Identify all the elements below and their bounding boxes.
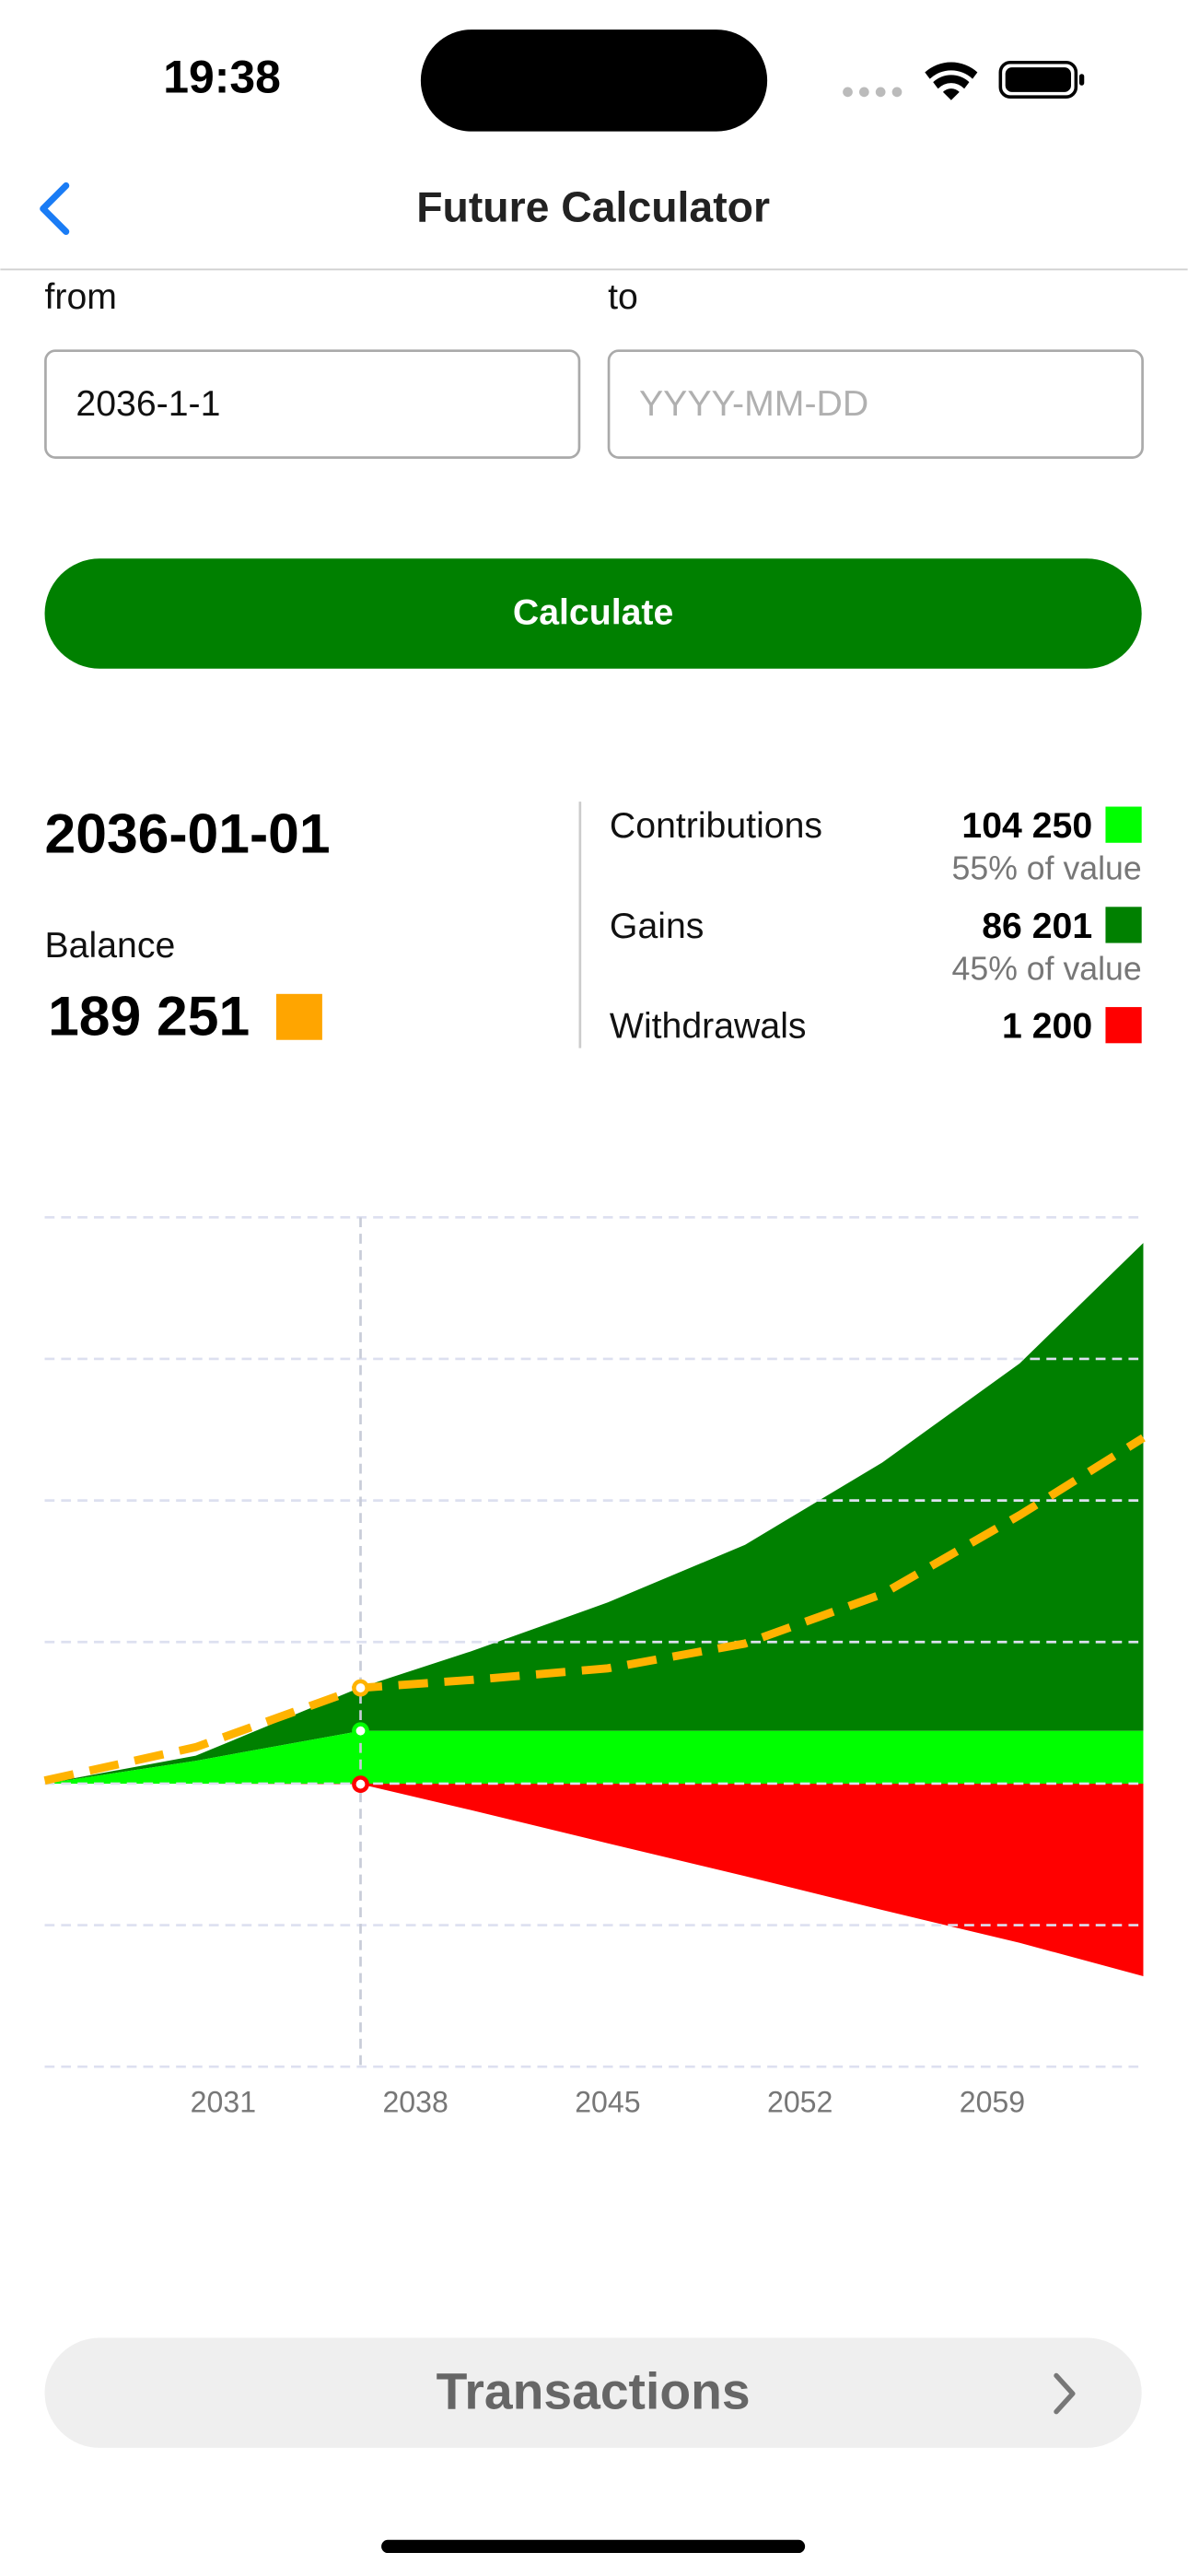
summary-date: 2036-01-01 [45,802,331,864]
withdrawals-value: 1 200 [1002,1006,1092,1047]
gains-swatch [1105,907,1142,943]
x-tick-label: 2031 [191,2086,256,2119]
contributions-note: 55% of value [952,849,1142,886]
gains-label: Gains [610,906,704,946]
contributions-swatch [1105,806,1142,843]
contributions-value: 104 250 [961,805,1092,846]
back-button[interactable] [40,181,70,235]
balance-marker [352,1679,369,1697]
transactions-button-label: Transactions [437,2362,751,2419]
to-input-placeholder: YYYY-MM-DD [639,383,868,424]
to-input[interactable] [607,349,1144,459]
nav-title: Future Calculator [416,182,770,230]
contributions-marker [352,1722,369,1740]
contributions-label: Contributions [610,805,822,846]
x-tick-label: 2052 [767,2086,833,2119]
dynamic-island [420,29,768,132]
contributions-area [44,1730,1144,1784]
x-tick-label: 2045 [575,2086,640,2119]
from-label: from [45,276,117,317]
calculate-button-label: Calculate [513,591,673,632]
gains-area [44,1243,1144,1784]
withdrawals-area [44,1783,1144,1976]
withdrawals-label: Withdrawals [610,1006,807,1047]
balance-line [43,1434,1146,1785]
x-tick-label: 2038 [382,2086,448,2119]
balance-swatch [275,993,322,1040]
home-indicator [381,2539,806,2554]
from-input[interactable] [44,349,581,459]
gains-note: 45% of value [952,950,1142,987]
x-tick-label: 2059 [960,2086,1025,2119]
transactions-button[interactable] [44,2337,1142,2448]
status-icons [843,60,1085,100]
balance-value: 189 251 [48,984,250,1047]
withdrawals-swatch [1105,1007,1142,1044]
from-input-value: 2036-1-1 [76,383,220,424]
chart: 2031 2038 2045 2052 2059 [43,1215,1146,2119]
balance-label: Balance [45,925,176,966]
withdrawals-marker [352,1775,369,1793]
to-label: to [608,276,638,317]
calculate-button[interactable] [44,558,1142,669]
chevron [1054,2372,1076,2415]
status-time: 19:38 [163,52,281,103]
gains-value: 86 201 [982,906,1092,946]
